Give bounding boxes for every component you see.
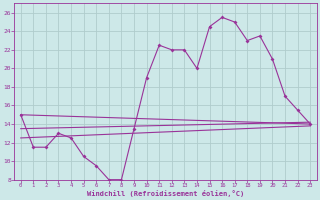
X-axis label: Windchill (Refroidissement éolien,°C): Windchill (Refroidissement éolien,°C) (87, 190, 244, 197)
